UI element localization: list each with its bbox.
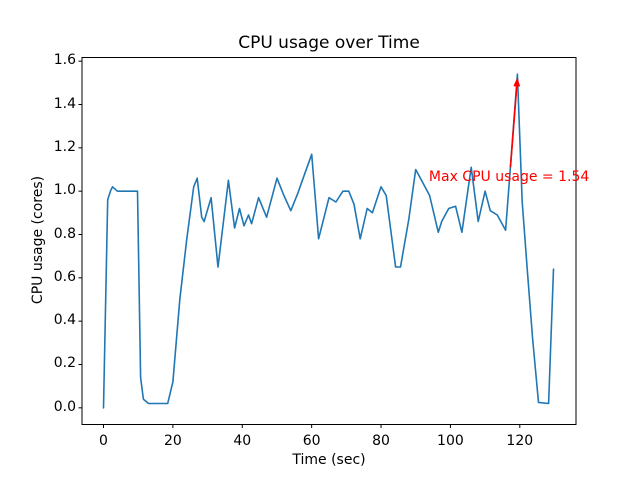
y-tick-label: 0.8 (53, 225, 76, 242)
x-tick-label: 120 (506, 433, 534, 449)
y-tick-label: 1.0 (53, 182, 76, 199)
x-tick-label: 60 (302, 433, 321, 449)
y-tick-label: 0.0 (53, 398, 76, 415)
x-tick-label: 80 (372, 433, 390, 449)
max-annotation-text: Max CPU usage = 1.54 (428, 169, 590, 186)
y-tick-label: 1.6 (53, 52, 76, 69)
x-tick-label: 0 (99, 433, 108, 449)
max-annotation-arrow (509, 77, 521, 168)
axis-tick-marks (78, 60, 521, 428)
y-tick-label: 0.6 (53, 268, 76, 285)
y-tick-label: 0.2 (53, 355, 76, 372)
x-tick-label: 100 (437, 433, 464, 449)
y-tick-label: 1.4 (53, 95, 76, 112)
x-tick-label: 20 (163, 433, 182, 449)
y-tick-label: 0.4 (53, 312, 76, 329)
chart-title: CPU usage over Time (238, 33, 420, 53)
cpu-usage-line (102, 73, 555, 409)
y-tick-label: 1.2 (53, 138, 76, 155)
x-axis-label: Time (sec) (292, 452, 366, 468)
plot-area-border (81, 57, 577, 425)
x-tick-label: 40 (233, 433, 252, 449)
